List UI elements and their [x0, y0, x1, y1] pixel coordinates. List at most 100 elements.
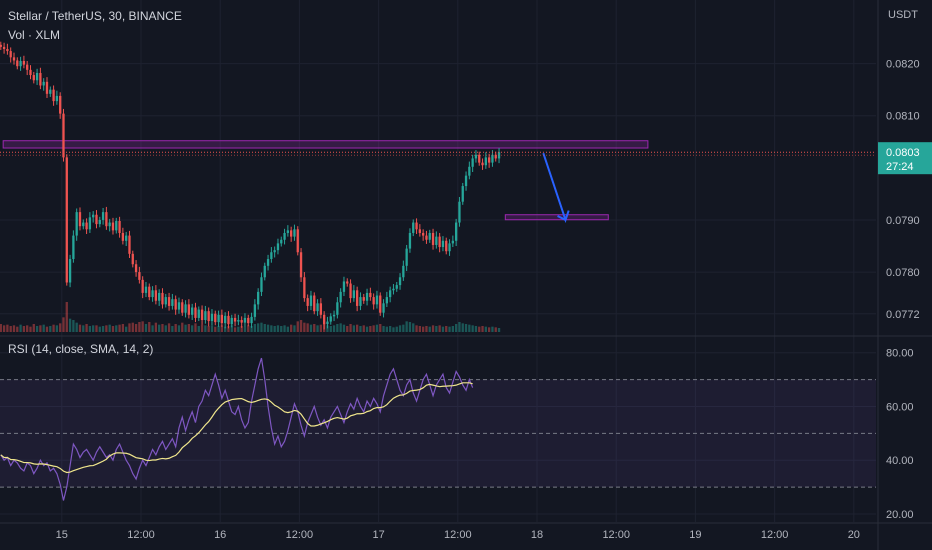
volume-bar [405, 321, 408, 332]
candle-body [164, 297, 167, 305]
volume-bar [197, 326, 200, 332]
candle-body [35, 72, 39, 81]
resistance-zone [2, 140, 649, 149]
candle-body [263, 265, 266, 278]
candle-body [329, 316, 332, 322]
time-axis-label: 12:00 [602, 529, 630, 541]
time-axis[interactable]: 15 12:00 16 12:00 17 12:00 18 12:00 19 12:00 20 [56, 529, 860, 541]
candle-body [224, 315, 227, 324]
volume-bar [75, 322, 78, 332]
price-axis-label: 0.0820 [886, 59, 920, 71]
candle-body [336, 302, 339, 315]
resistance-zones[interactable] [2, 140, 649, 221]
volume-bar [191, 325, 194, 332]
time-axis-label: 16 [214, 529, 226, 541]
candle-body [309, 295, 313, 306]
volume-bar [445, 326, 448, 332]
candle-body [197, 309, 200, 318]
volume-bar [95, 325, 98, 332]
rsi-band [0, 379, 876, 488]
volume-bar [204, 325, 207, 332]
candle-body [362, 297, 365, 301]
candle-body [204, 311, 207, 321]
volume-bar [115, 325, 118, 332]
volume-bar [415, 325, 418, 332]
volume-bar [448, 326, 451, 332]
volume-bar [45, 326, 49, 332]
price-axis[interactable]: 0.0820 0.0810 0.0790 0.0780 0.0772 [886, 59, 920, 321]
candle-body [237, 320, 240, 322]
projection-arrow[interactable] [542, 152, 570, 224]
candle-body [270, 252, 273, 260]
volume-bar [214, 326, 217, 332]
candle-body [141, 279, 144, 293]
candle-body [32, 75, 35, 81]
candle-body [88, 217, 92, 230]
last-price-tag [878, 142, 932, 175]
volume-bar [105, 325, 108, 332]
candle-body [385, 297, 389, 304]
volume-bar [468, 324, 471, 332]
candle-body [108, 222, 111, 227]
candle-body [187, 304, 191, 315]
volume-legend[interactable]: Vol · XLM [8, 28, 60, 42]
candle-body [425, 235, 428, 240]
time-axis-label: 19 [689, 529, 701, 541]
volume-bar [49, 326, 52, 332]
volume-bar [194, 323, 197, 332]
candle-body [408, 232, 412, 249]
candle-body [339, 291, 342, 303]
candle-body [428, 232, 431, 240]
volume-bar [217, 326, 220, 332]
volume-bar [184, 324, 187, 332]
volume-bar [280, 326, 283, 332]
volume-bar [230, 325, 233, 332]
candle-body [45, 81, 49, 94]
time-axis-label: 17 [372, 529, 384, 541]
rsi-legend[interactable]: RSI (14, close, SMA, 14, 2) [8, 342, 153, 356]
volume-bar [125, 326, 128, 332]
candle-body [6, 48, 9, 52]
candle-body [474, 154, 478, 159]
symbol-legend[interactable]: Stellar / TetherUS, 30, BINANCE [8, 9, 182, 23]
volume-bar [497, 328, 501, 332]
volume-bar [388, 326, 392, 332]
volume-bar [148, 322, 151, 332]
candle-body [92, 214, 95, 218]
candle-body [494, 154, 497, 159]
volume-bar [29, 326, 32, 332]
volume-bar [144, 324, 148, 332]
candle-body [260, 277, 263, 292]
candle-body [415, 222, 418, 230]
candle-body [115, 220, 118, 231]
volume-bar [260, 322, 263, 332]
candle-body [464, 175, 468, 187]
candle-body [398, 277, 402, 286]
candle-body [148, 286, 151, 298]
volume-bar [0, 324, 2, 332]
candle-body [349, 283, 352, 299]
rsi-axis[interactable]: 80.00 60.00 40.00 20.00 [886, 348, 914, 521]
candle-body [167, 297, 171, 306]
volume-bar [154, 322, 158, 332]
candle-body [49, 89, 52, 94]
volume-bar [88, 326, 92, 332]
volume-bar [379, 324, 382, 332]
volume-bar [395, 326, 398, 332]
currency-text: USDT [888, 9, 918, 21]
candle-body [402, 265, 405, 278]
volume-bar [385, 326, 389, 332]
volume-bar [478, 326, 481, 332]
volume-bar [326, 325, 329, 332]
rsi-axis-label: 40.00 [886, 455, 914, 467]
volume-bar [32, 324, 35, 332]
candle-body [283, 232, 286, 240]
candle-body [431, 232, 435, 245]
candle-body [286, 230, 290, 233]
candle-body [372, 297, 375, 305]
candles [0, 41, 501, 330]
candle-body [299, 252, 303, 278]
volume-bar [12, 325, 16, 332]
candle-body [101, 212, 105, 220]
